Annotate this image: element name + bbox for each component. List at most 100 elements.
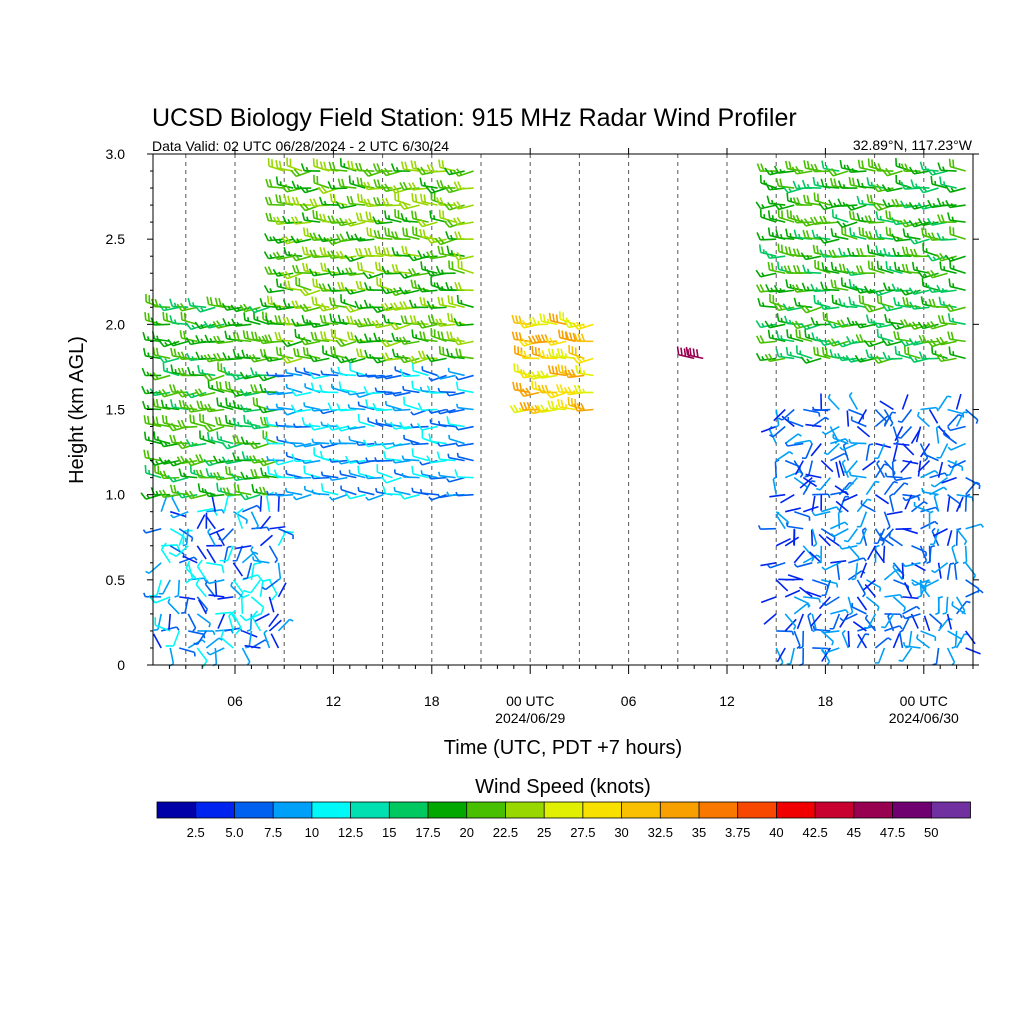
y-axis-label: Height (km AGL) — [66, 336, 88, 484]
barb-flag — [939, 336, 946, 345]
wind-barb — [232, 452, 252, 462]
barb-staff — [821, 506, 837, 513]
barb-flag — [162, 362, 165, 371]
barb-flag — [212, 508, 218, 516]
wind-barb — [803, 596, 821, 603]
wind-barb — [856, 596, 868, 611]
barb-flag — [398, 492, 405, 500]
wind-barb — [187, 613, 197, 632]
barb-flag — [207, 353, 213, 362]
wind-barb — [446, 408, 465, 414]
barb-staff — [824, 425, 840, 436]
wind-barb — [879, 400, 894, 411]
barb-flag — [373, 229, 378, 239]
barb-flag — [788, 161, 792, 170]
wind-barb — [860, 500, 876, 513]
wind-barb — [784, 160, 804, 172]
barb-staff — [259, 515, 272, 530]
wind-barb — [308, 371, 330, 380]
barb-staff — [232, 562, 244, 577]
barb-flag — [942, 430, 946, 435]
wind-barb — [793, 460, 804, 478]
barb-staff — [824, 579, 832, 596]
barb-flag — [580, 333, 586, 342]
barb-staff — [829, 426, 839, 441]
barb-flag — [216, 397, 219, 406]
barb-flag — [263, 375, 268, 381]
wind-barb — [254, 613, 270, 622]
barb-flag — [547, 365, 552, 374]
barb-staff — [955, 393, 962, 410]
barb-staff — [811, 528, 818, 545]
wind-barb — [416, 320, 438, 329]
barb-staff — [403, 493, 420, 500]
barb-flag — [926, 254, 933, 262]
barb-flag — [431, 304, 435, 309]
wind-barb — [822, 311, 840, 326]
barb-flag — [540, 404, 546, 413]
barb-flag — [898, 625, 903, 630]
wind-barb — [936, 353, 957, 363]
wind-barb — [348, 469, 366, 479]
barb-flag — [225, 397, 228, 406]
barb-flag — [897, 420, 903, 424]
wind-barb — [572, 355, 594, 365]
wind-barb — [820, 460, 834, 473]
wind-barb — [291, 300, 312, 309]
wind-barb — [926, 545, 931, 565]
wind-barb — [837, 198, 858, 207]
barb-flag — [873, 163, 879, 172]
barb-flag — [309, 232, 315, 241]
wind-barb — [426, 300, 447, 309]
barb-staff — [856, 579, 866, 595]
barb-staff — [331, 493, 348, 501]
barb-flag — [831, 249, 837, 258]
barb-flag — [143, 415, 147, 424]
wind-barb — [900, 318, 921, 328]
wind-barb — [283, 408, 303, 416]
barb-flag — [338, 338, 346, 346]
wind-barb — [339, 158, 357, 172]
barb-flag — [458, 321, 462, 326]
barb-flag — [185, 352, 192, 361]
wind-barb — [915, 634, 931, 649]
barb-flag — [785, 228, 789, 237]
wind-barb — [892, 247, 912, 257]
barb-flag — [218, 637, 223, 641]
barb-flag — [875, 211, 879, 220]
barb-flag — [278, 194, 282, 204]
wind-barb — [795, 345, 813, 360]
barb-flag — [851, 167, 855, 173]
barb-staff — [778, 355, 795, 360]
wind-barb — [220, 629, 234, 649]
barb-staff — [322, 474, 339, 479]
barb-staff — [244, 356, 261, 360]
wind-barb — [951, 544, 958, 564]
barb-flag — [338, 439, 342, 444]
barb-flag — [450, 352, 453, 358]
x-tick-label: 00 UTC — [506, 693, 554, 709]
barb-flag — [146, 389, 150, 394]
barb-flag — [407, 253, 414, 262]
wind-barb — [830, 560, 847, 564]
barb-flag — [917, 321, 924, 329]
barb-flag — [227, 321, 231, 326]
barb-flag — [291, 196, 297, 205]
barb-flag — [236, 391, 240, 396]
barb-staff — [841, 305, 858, 309]
barb-flag — [789, 283, 792, 289]
barb-flag — [281, 184, 288, 193]
barb-flag — [276, 436, 279, 441]
wind-barb — [938, 296, 957, 309]
barb-flag — [364, 247, 369, 256]
barb-flag — [545, 391, 552, 399]
wind-barb — [830, 279, 849, 292]
wind-barb — [885, 261, 903, 275]
barb-flag — [375, 419, 378, 424]
barb-staff — [376, 442, 393, 446]
wind-barb — [913, 502, 930, 513]
barb-flag — [413, 280, 418, 289]
barb-flag — [203, 374, 210, 382]
wind-barb — [455, 491, 474, 497]
barb-flag — [824, 204, 828, 209]
